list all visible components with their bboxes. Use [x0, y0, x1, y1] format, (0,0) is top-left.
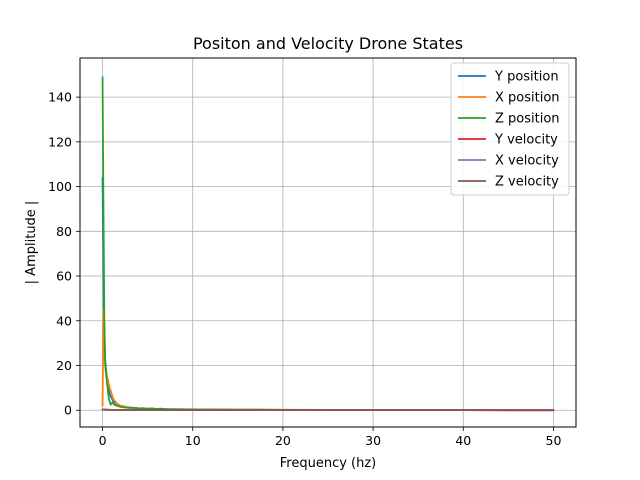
y-tick-label: 40 — [56, 313, 72, 328]
y-tick-label: 80 — [56, 224, 72, 239]
y-tick-label: 60 — [56, 269, 72, 284]
x-tick-label: 10 — [185, 433, 201, 448]
legend-label: Y position — [494, 70, 559, 85]
legend-label: Y velocity — [494, 133, 558, 148]
x-tick-label: 0 — [99, 433, 107, 448]
series-layer — [101, 76, 555, 412]
y-tick-label: 120 — [48, 134, 72, 149]
x-tick-label: 40 — [455, 433, 471, 448]
x-axis-label: Frequency (hz) — [280, 456, 377, 471]
grid — [80, 58, 576, 427]
x-tick-label: 30 — [365, 433, 381, 448]
ticks: 0 10 20 30 40 50 0 20 40 60 80 100 120 140 — [48, 90, 561, 448]
y-axis-label: | Amplitude | — [24, 201, 39, 285]
y-tick-label: 20 — [56, 358, 72, 373]
y-tick-label: 140 — [48, 90, 72, 105]
x-tick-label: 50 — [546, 433, 562, 448]
legend-label: X position — [495, 91, 560, 106]
legend: Y position X position Z position Y velocity… — [450, 62, 570, 196]
chart-title: Positon and Velocity Drone States — [193, 34, 463, 53]
legend-box — [450, 62, 570, 196]
y-tick-label: 100 — [48, 179, 72, 194]
x-tick-label: 20 — [275, 433, 291, 448]
legend-label: Z position — [495, 112, 560, 127]
legend-label: X velocity — [495, 154, 559, 169]
series-line-z-velocity — [101, 408, 555, 412]
y-tick-label: 0 — [64, 403, 72, 418]
legend-label: Z velocity — [495, 175, 559, 190]
plot-frame — [79, 57, 577, 428]
